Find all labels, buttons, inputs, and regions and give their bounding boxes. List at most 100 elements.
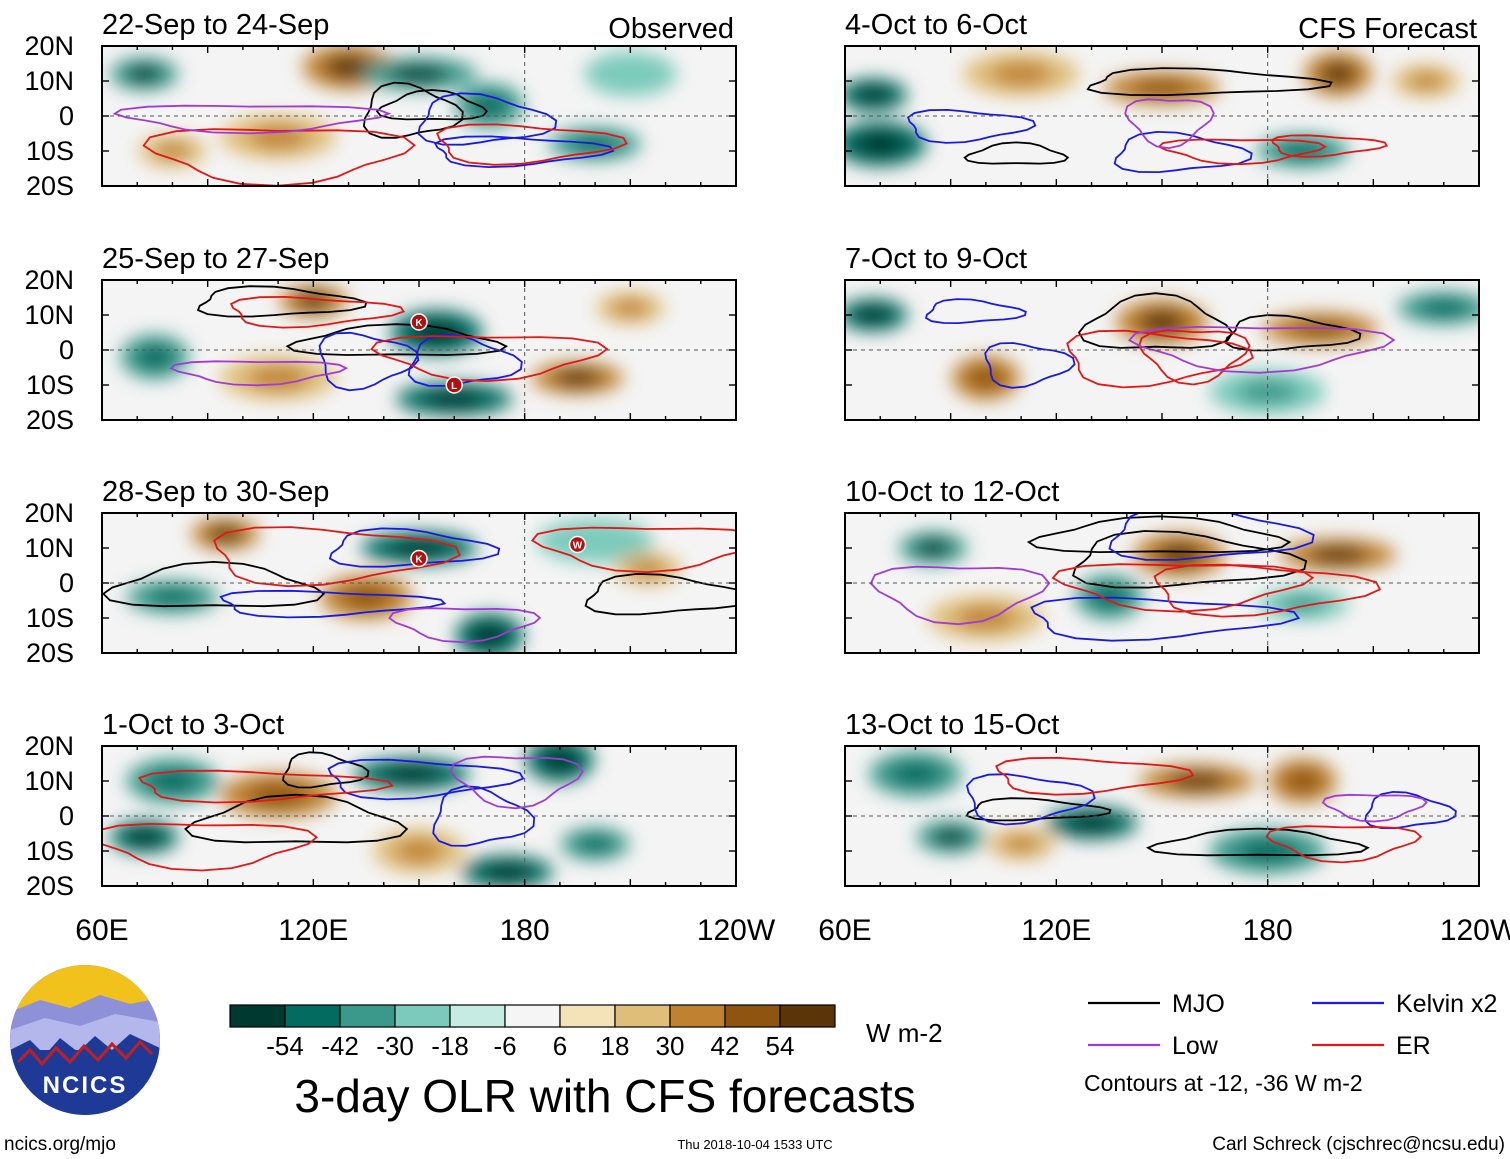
y-tick-label: 20S xyxy=(26,638,74,668)
contour-mjo xyxy=(1026,515,1292,554)
x-tick-label: 120W xyxy=(697,914,776,947)
anomaly-core xyxy=(342,585,391,609)
footer-url: ncics.org/mjo xyxy=(4,1134,116,1155)
contour-kelvin-x- xyxy=(432,785,536,847)
contour-kelvin-x- xyxy=(328,527,501,568)
contour-er xyxy=(142,128,416,186)
contour-kelvin-x- xyxy=(966,773,1096,826)
y-tick-label: 20N xyxy=(24,731,74,761)
colorbar-units: W m-2 xyxy=(866,1018,943,1048)
contour-mjo xyxy=(196,285,368,318)
y-tick-label: 10S xyxy=(26,370,74,400)
contour-er xyxy=(102,822,319,872)
panel-title: 4-Oct to 6-Oct xyxy=(845,9,1027,41)
colorbar-label: 42 xyxy=(711,1031,740,1061)
anomaly-core xyxy=(126,828,163,846)
contour-kelvin-x- xyxy=(924,298,1027,325)
anomaly-core xyxy=(324,55,373,79)
anomaly-core xyxy=(915,539,952,557)
anomaly-core xyxy=(148,769,197,793)
panel-8: 20N10N010S20S13-Oct to 15-Oct60E120E1801… xyxy=(818,709,1510,947)
anomaly-core xyxy=(553,369,602,387)
anomaly-core xyxy=(541,748,578,772)
contour-er xyxy=(213,526,462,588)
colorbar-swatch xyxy=(724,1004,781,1028)
anomaly-core xyxy=(154,142,191,160)
anomaly-core xyxy=(606,62,655,86)
anomaly-core xyxy=(932,828,969,846)
colorbar-label: -18 xyxy=(431,1031,469,1061)
footer-author: Carl Schreck (cjschrec@ncsu.edu) xyxy=(1212,1134,1505,1155)
contour-kelvin-x- xyxy=(907,108,1037,144)
contour-er xyxy=(1270,134,1389,158)
contour-kelvin-x- xyxy=(219,589,447,619)
panel-title: 7-Oct to 9-Oct xyxy=(845,243,1027,275)
contour-mjo xyxy=(362,81,464,139)
contour-low xyxy=(1124,98,1215,150)
contour-low xyxy=(1127,325,1396,374)
contour-mjo xyxy=(963,141,1070,165)
colorbar-swatch xyxy=(614,1004,671,1028)
anomaly-core xyxy=(1419,299,1468,317)
anomaly-core xyxy=(1308,546,1369,564)
anomaly-core xyxy=(389,539,449,557)
contour-mjo xyxy=(1072,530,1308,589)
contour-er xyxy=(1138,329,1251,386)
anomaly-core xyxy=(1284,769,1321,793)
footer-timestamp: Thu 2018-10-04 1533 UTC xyxy=(677,1137,832,1152)
contour-kelvin-x- xyxy=(1364,790,1457,830)
anomaly-core xyxy=(1067,814,1116,832)
y-tick-label: 0 xyxy=(59,568,74,598)
anomaly-field xyxy=(869,752,1337,873)
anomaly-core xyxy=(855,306,892,324)
anomaly-core xyxy=(856,132,905,156)
anomaly-core xyxy=(1290,320,1351,338)
anomaly-field xyxy=(110,746,630,886)
legend-label: Kelvin x2 xyxy=(1396,990,1497,1018)
panel-title: 10-Oct to 12-Oct xyxy=(845,476,1059,508)
anomaly-core xyxy=(1003,835,1040,853)
figure-title: 3-day OLR with CFS forecasts xyxy=(294,1070,915,1122)
contour-mjo xyxy=(1086,67,1333,97)
anomaly-core xyxy=(248,125,309,149)
y-tick-label: 10N xyxy=(24,766,74,796)
column-header-forecast: CFS Forecast xyxy=(1298,13,1477,45)
panel-title: 28-Sep to 30-Sep xyxy=(102,476,329,508)
storm-marker: K xyxy=(410,549,428,568)
contour-note: Contours at -12, -36 W m-2 xyxy=(1084,1070,1363,1096)
contour-low xyxy=(869,565,1051,626)
colorbar-label: 30 xyxy=(656,1031,685,1061)
contour-er xyxy=(436,123,628,166)
contour-er xyxy=(1157,138,1327,166)
anomaly-core xyxy=(381,765,442,783)
anomaly-core xyxy=(577,835,614,853)
colorbar-swatch xyxy=(449,1004,506,1028)
panel-title: 25-Sep to 27-Sep xyxy=(102,243,329,275)
contour-kelvin-x- xyxy=(1030,596,1301,642)
y-tick-label: 20S xyxy=(26,171,74,201)
x-tick-label: 120E xyxy=(1021,914,1091,947)
colorbar-swatch xyxy=(559,1004,616,1028)
y-tick-label: 10N xyxy=(24,300,74,330)
anomaly-core xyxy=(967,366,1004,390)
panel-4: 20N 10N 0 10S 20S 1-Oct to 3-Oct 60E 120E 180 120… xyxy=(24,709,775,947)
contour-er xyxy=(1051,563,1315,613)
contour-low xyxy=(112,104,392,135)
contour-er xyxy=(1066,329,1255,389)
y-tick-label: 10S xyxy=(26,603,74,633)
storm-letter: K xyxy=(415,555,423,566)
anomaly-core xyxy=(136,345,173,369)
column-header-observed: Observed xyxy=(608,13,734,45)
storm-letter: L xyxy=(451,381,457,392)
contour-low xyxy=(449,755,584,810)
storm-marker: L xyxy=(445,376,463,394)
contour-er xyxy=(1153,563,1382,618)
contour-er xyxy=(995,756,1195,796)
anomaly-core xyxy=(483,863,532,881)
y-tick-label: 10N xyxy=(24,533,74,563)
contour-mjo xyxy=(1077,292,1234,349)
contour-mjo xyxy=(184,793,409,844)
